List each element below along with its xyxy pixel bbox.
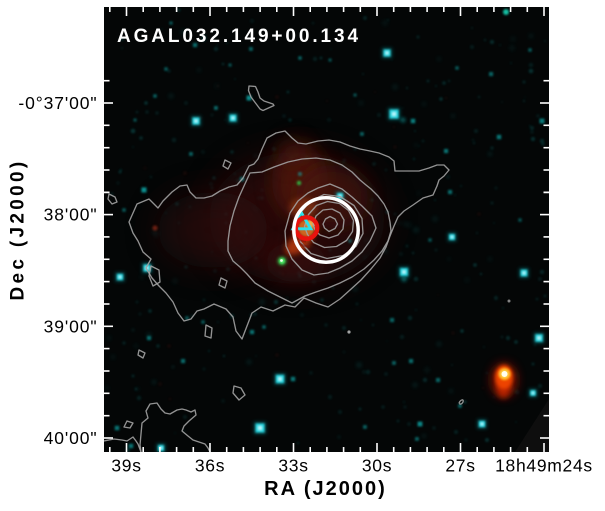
svg-text:39s: 39s [111, 456, 141, 476]
svg-text:39'00": 39'00" [44, 316, 98, 336]
svg-text:40'00": 40'00" [44, 428, 98, 448]
svg-text:-0°37'00": -0°37'00" [18, 93, 97, 113]
svg-text:27s: 27s [445, 456, 475, 476]
svg-text:36s: 36s [195, 456, 225, 476]
svg-text:33s: 33s [278, 456, 308, 476]
svg-text:30s: 30s [362, 456, 392, 476]
svg-text:AGAL032.149+00.134: AGAL032.149+00.134 [117, 26, 361, 47]
svg-text:38'00": 38'00" [44, 205, 98, 225]
svg-text:Dec (J2000): Dec (J2000) [8, 159, 29, 301]
svg-text:RA (J2000): RA (J2000) [264, 478, 387, 500]
svg-text:18h49m24s: 18h49m24s [495, 456, 593, 476]
